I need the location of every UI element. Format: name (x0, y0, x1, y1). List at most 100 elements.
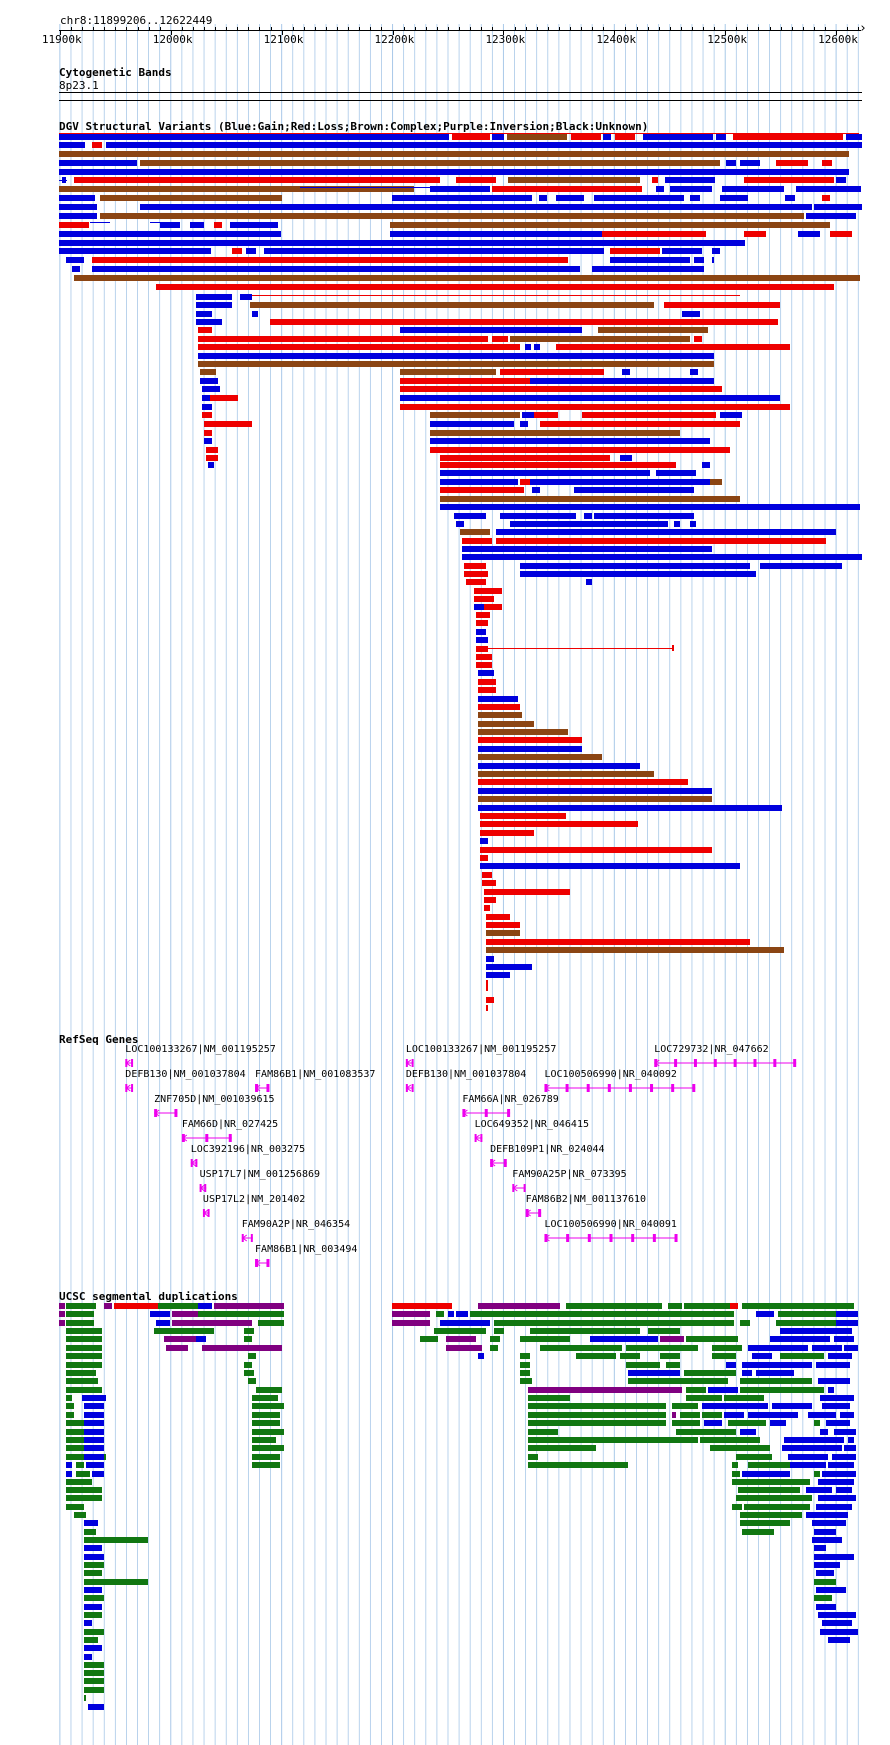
segdup-blue[interactable] (84, 1620, 92, 1626)
loss-variant[interactable] (464, 571, 488, 577)
gain-variant[interactable] (740, 160, 760, 166)
segdup-blue[interactable] (790, 1462, 826, 1468)
segdup-green[interactable] (490, 1345, 498, 1351)
gain-variant[interactable] (202, 395, 210, 401)
loss-variant[interactable] (198, 327, 212, 333)
segdup-green[interactable] (528, 1412, 666, 1418)
segdup-blue[interactable] (836, 1311, 858, 1317)
segdup-purple[interactable] (478, 1303, 560, 1309)
gain-variant[interactable] (643, 134, 713, 140)
gain-variant[interactable] (690, 195, 700, 201)
segdup-blue[interactable] (828, 1353, 852, 1359)
complex-variant[interactable] (598, 327, 708, 333)
segdup-green[interactable] (248, 1353, 256, 1359)
segdup-blue[interactable] (820, 1395, 854, 1401)
segdup-green[interactable] (780, 1353, 824, 1359)
segdup-purple[interactable] (392, 1320, 430, 1326)
gain-variant[interactable] (476, 637, 488, 643)
segdup-blue[interactable] (836, 1487, 852, 1493)
gain-variant[interactable] (66, 257, 84, 263)
segdup-green[interactable] (490, 1336, 500, 1342)
segdup-blue[interactable] (820, 1629, 858, 1635)
loss-variant[interactable] (484, 897, 496, 903)
gene-label[interactable]: FAM86B2|NM_001137610 (526, 1194, 646, 1205)
gain-variant[interactable] (196, 319, 222, 325)
segdup-green[interactable] (66, 1437, 98, 1443)
segdup-green[interactable] (676, 1429, 736, 1435)
segdup-blue[interactable] (756, 1370, 794, 1376)
gain-variant[interactable] (814, 204, 862, 210)
loss-variant[interactable] (92, 142, 102, 148)
segdup-green[interactable] (66, 1378, 98, 1384)
segdup-blue[interactable] (816, 1362, 850, 1368)
complex-variant[interactable] (478, 796, 712, 802)
loss-variant[interactable] (59, 222, 89, 228)
segdup-blue[interactable] (818, 1495, 856, 1501)
gain-variant[interactable] (592, 266, 704, 272)
segdup-green[interactable] (520, 1353, 530, 1359)
gain-variant[interactable] (190, 222, 204, 228)
segdup-green[interactable] (66, 1311, 94, 1317)
gain-variant[interactable] (720, 412, 742, 418)
gain-variant[interactable] (440, 479, 518, 485)
segdup-blue[interactable] (92, 1471, 104, 1477)
gain-variant[interactable] (59, 160, 137, 166)
segdup-blue[interactable] (702, 1403, 768, 1409)
segdup-blue[interactable] (66, 1471, 72, 1477)
segdup-green[interactable] (660, 1353, 680, 1359)
gene-feature[interactable]: FAM86B1|NM_001083537 (255, 1069, 375, 1092)
segdup-purple[interactable] (202, 1345, 282, 1351)
segdup-blue[interactable] (828, 1637, 850, 1643)
gain-variant[interactable] (798, 231, 820, 237)
loss-variant[interactable] (694, 336, 702, 342)
segdup-green[interactable] (666, 1362, 680, 1368)
segdup-blue[interactable] (832, 1454, 856, 1460)
segdup-blue[interactable] (726, 1362, 736, 1368)
gain-variant[interactable] (586, 579, 592, 585)
complex-variant[interactable] (460, 529, 490, 535)
gain-variant[interactable] (480, 838, 488, 844)
complex-variant[interactable] (430, 412, 520, 418)
loss-variant[interactable] (480, 855, 488, 861)
gain-variant[interactable] (462, 546, 712, 552)
loss-variant[interactable] (440, 462, 676, 468)
segdup-green[interactable] (252, 1412, 280, 1418)
segdup-green[interactable] (728, 1420, 766, 1426)
gain-variant[interactable] (478, 805, 782, 811)
loss-variant[interactable] (822, 195, 830, 201)
loss-variant[interactable] (492, 186, 642, 192)
loss-variant[interactable] (484, 905, 490, 911)
loss-variant[interactable] (486, 985, 488, 991)
segdup-green[interactable] (648, 1328, 680, 1334)
loss-variant[interactable] (478, 737, 582, 743)
variant-connector[interactable] (59, 180, 67, 181)
gain-variant[interactable] (160, 222, 180, 228)
segdup-blue[interactable] (812, 1537, 842, 1543)
segdup-green[interactable] (744, 1504, 810, 1510)
gain-variant[interactable] (522, 412, 528, 418)
gain-variant[interactable] (530, 479, 710, 485)
loss-variant[interactable] (480, 847, 712, 853)
segdup-green[interactable] (540, 1345, 622, 1351)
gain-variant[interactable] (622, 369, 630, 375)
gain-variant[interactable] (59, 240, 745, 246)
segdup-blue[interactable] (478, 1353, 484, 1359)
loss-variant[interactable] (484, 604, 502, 610)
gain-variant[interactable] (532, 487, 540, 493)
gain-variant[interactable] (204, 438, 212, 444)
loss-variant[interactable] (400, 386, 722, 392)
segdup-blue[interactable] (456, 1311, 468, 1317)
loss-variant[interactable] (520, 479, 530, 485)
segdup-green[interactable] (158, 1303, 198, 1309)
segdup-green[interactable] (736, 1454, 772, 1460)
gene-label[interactable]: LOC392196|NR_003275 (191, 1144, 305, 1155)
gene-feature[interactable]: LOC100506990|NR_040092 (544, 1069, 696, 1092)
loss-variant[interactable] (198, 344, 520, 350)
segdup-blue[interactable] (440, 1320, 490, 1326)
gain-variant[interactable] (682, 311, 700, 317)
gain-variant[interactable] (196, 311, 212, 317)
gene-feature[interactable]: LOC100133267|NM_001195257 (405, 1044, 557, 1067)
gain-variant[interactable] (500, 513, 576, 519)
segdup-purple[interactable] (59, 1311, 65, 1317)
gene-label[interactable]: ZNF705D|NM_001039615 (154, 1094, 274, 1105)
